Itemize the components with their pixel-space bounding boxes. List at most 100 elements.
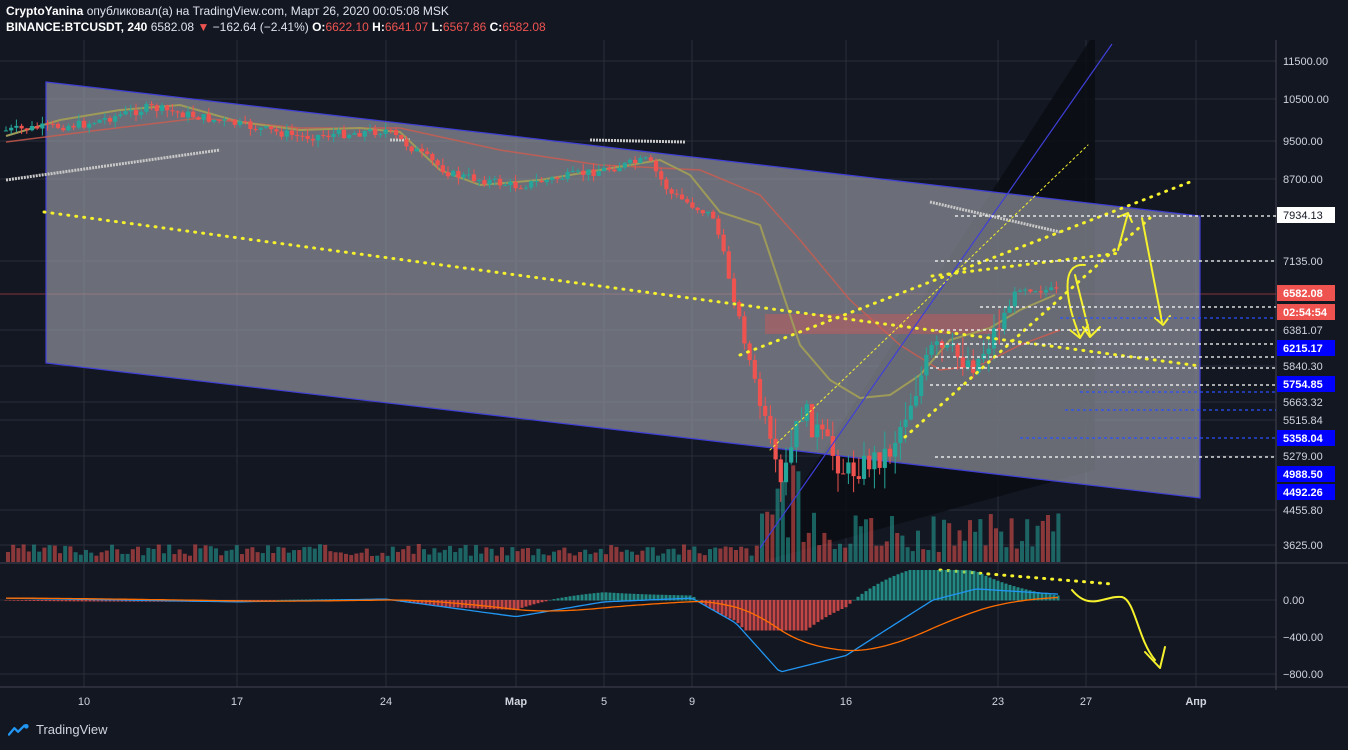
volume-bar [177,549,182,562]
macd-bar [440,600,444,607]
candle [877,452,882,475]
candle [820,419,825,440]
candle [347,133,352,140]
macd-bar [612,592,616,601]
candle [237,117,243,128]
volume-bar [926,550,931,562]
tradingview-brand[interactable]: TradingView [8,722,108,737]
macd-bar [568,596,572,601]
macd-bar [796,600,800,631]
volume-bar [276,546,281,562]
volume-bar [354,553,359,562]
volume-bar [422,549,426,562]
volume-bar [16,548,21,562]
macd-bar [808,600,812,628]
macd-bar [836,600,840,611]
candle [835,449,841,492]
macd-bar [84,600,88,602]
candle [586,169,591,182]
candle [1043,286,1049,298]
volume-bar [697,553,702,562]
candle [783,447,789,496]
macd-bar [432,600,436,606]
volume-bar [333,552,338,562]
volume-bar [1056,513,1061,562]
macd-bar [444,600,448,607]
macd-bar [712,600,716,611]
candle [716,215,721,239]
price-tick-label: 5840.30 [1283,361,1323,373]
open-label: O: [312,20,326,34]
candle [638,155,643,164]
svg-text:5358.04: 5358.04 [1283,433,1324,445]
macd-bar [508,600,512,610]
symbol-label[interactable]: BINANCE:BTCUSDT, 240 [6,20,148,34]
volume-bar [536,548,541,562]
candle [726,245,731,280]
volume-bar [458,548,463,562]
volume-bar [645,547,650,562]
candle [1033,290,1038,293]
volume-bar [796,471,801,562]
candle [253,124,258,132]
price-tick-label: 9500.00 [1283,136,1323,148]
candle [222,117,227,127]
volume-bar [125,553,130,562]
volume-bar [635,554,640,562]
macd-bar [676,595,680,601]
volume-bar [942,519,946,562]
volume-bar [136,546,140,562]
macd-bar [416,600,420,605]
candle [295,128,300,143]
volume-bar [884,541,889,562]
candle [50,120,55,128]
volume-bar [151,548,156,562]
macd-bar [908,570,912,601]
candle [830,421,835,471]
macd-bar [96,600,100,602]
macd-bar [120,600,124,602]
macd-bar [840,600,844,609]
volume-bar [661,553,666,562]
macd-bar [44,600,48,602]
volume-bar [614,546,619,562]
volume-bar [146,547,151,562]
candle [388,128,393,134]
volume-bar [292,550,296,562]
candle [289,124,295,140]
volume-bar [312,548,317,562]
macd-bar [284,599,288,601]
candle [627,158,633,167]
volume-bar [78,554,83,562]
candle [991,314,997,361]
volume-bar [609,545,614,562]
volume-bar [775,488,780,562]
macd-bar [652,594,656,601]
volume-bar [760,513,764,562]
volume-bar [510,547,515,562]
macd-bar [752,600,756,631]
volume-bar [598,548,603,562]
macd-bar [1032,591,1036,601]
candle [118,111,123,119]
candle [752,354,757,384]
candle [196,116,201,121]
macd-bar [512,600,516,610]
candle [170,103,175,116]
candle [893,431,898,474]
volume-bar [786,537,790,562]
macd-bar [16,600,20,601]
low-label: L: [431,20,443,34]
candle [399,134,404,140]
volume-bar [203,545,208,562]
candle [945,343,950,351]
candle [315,134,321,148]
author-name[interactable]: CryptoYanina [6,4,84,18]
macd-bar [732,600,736,621]
volume-bar [822,532,827,562]
macd-bar [528,600,532,606]
macd-bar [872,586,876,601]
candle [659,167,664,186]
candle [721,229,726,255]
